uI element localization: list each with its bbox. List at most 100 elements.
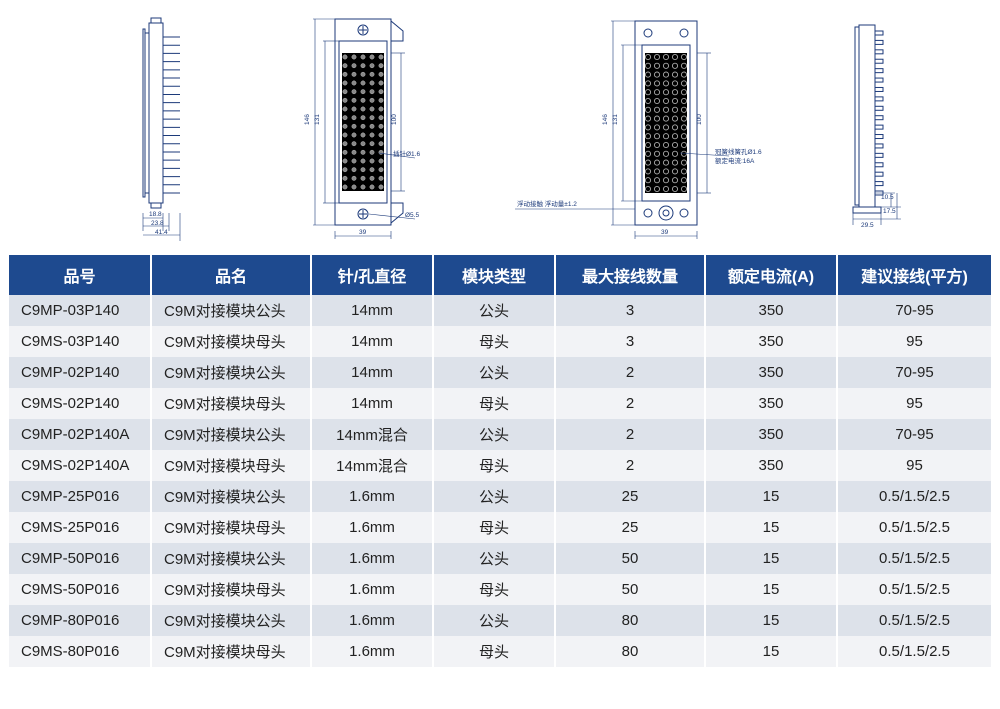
table-cell: C9M对接模块公头 (151, 605, 311, 636)
table-cell: C9M对接模块公头 (151, 543, 311, 574)
table-cell: 1.6mm (311, 636, 433, 667)
table-cell: 公头 (433, 357, 555, 388)
table-cell: 15 (705, 636, 837, 667)
dim-text: 41.4 (155, 229, 168, 236)
spec-table: 品号品名针/孔直径模块类型最大接线数量额定电流(A)建议接线(平方) C9MP-… (9, 255, 991, 667)
table-head: 品号品名针/孔直径模块类型最大接线数量额定电流(A)建议接线(平方) (9, 255, 991, 295)
table-cell: C9MS-25P016 (9, 512, 151, 543)
table-row: C9MS-50P016C9M对接模块母头1.6mm母头50150.5/1.5/2… (9, 574, 991, 605)
dim-text: 29.5 (861, 222, 874, 229)
dim-text: 146 (602, 113, 609, 124)
drawings-strip: 18.8 23.8 41.4 146 131 100 (0, 0, 1000, 255)
col-header: 针/孔直径 (311, 255, 433, 295)
table-cell: 公头 (433, 419, 555, 450)
table-cell: 350 (705, 450, 837, 481)
dim-text: 浮动接触 浮动量±1.2 (517, 199, 577, 208)
table-cell: C9MP-02P140 (9, 357, 151, 388)
table-cell: 0.5/1.5/2.5 (837, 605, 991, 636)
table-cell: 公头 (433, 605, 555, 636)
table-cell: 1.6mm (311, 605, 433, 636)
dim-text: 131 (612, 113, 619, 124)
table-row: C9MS-02P140AC9M对接模块母头14mm混合母头235095 (9, 450, 991, 481)
col-header: 额定电流(A) (705, 255, 837, 295)
table-cell: C9M对接模块母头 (151, 512, 311, 543)
table-cell: 14mm (311, 388, 433, 419)
table-cell: 15 (705, 574, 837, 605)
table-cell: 350 (705, 295, 837, 326)
table-cell: C9M对接模块母头 (151, 574, 311, 605)
dim-text: 冠簧线簧孔Ø1.6 (715, 147, 762, 156)
dim-text: Ø5.5 (405, 212, 419, 219)
col-header: 品名 (151, 255, 311, 295)
table-cell: 95 (837, 388, 991, 419)
table-cell: C9M对接模块母头 (151, 450, 311, 481)
table-cell: 70-95 (837, 357, 991, 388)
table-cell: 0.5/1.5/2.5 (837, 481, 991, 512)
table-cell: C9MS-02P140 (9, 388, 151, 419)
dim-text: 插针Ø1.6 (393, 149, 420, 158)
drawing-side-pins: 18.8 23.8 41.4 (125, 13, 205, 243)
table-cell: C9M对接模块公头 (151, 357, 311, 388)
table-cell: 14mm混合 (311, 419, 433, 450)
table-cell: 1.6mm (311, 574, 433, 605)
dim-text: 131 (314, 113, 321, 124)
table-row: C9MS-25P016C9M对接模块母头1.6mm母头25150.5/1.5/2… (9, 512, 991, 543)
table-cell: 母头 (433, 450, 555, 481)
table-cell: 0.5/1.5/2.5 (837, 636, 991, 667)
table-cell: 母头 (433, 636, 555, 667)
dim-text: 100 (391, 113, 398, 124)
table-cell: 350 (705, 326, 837, 357)
dim-text: 额定电流:16A (715, 156, 755, 165)
table-row: C9MP-03P140C9M对接模块公头14mm公头335070-95 (9, 295, 991, 326)
table-cell: 350 (705, 357, 837, 388)
table-row: C9MS-80P016C9M对接模块母头1.6mm母头80150.5/1.5/2… (9, 636, 991, 667)
table-body: C9MP-03P140C9M对接模块公头14mm公头335070-95C9MS-… (9, 295, 991, 667)
table-cell: 15 (705, 512, 837, 543)
table-cell: 80 (555, 636, 705, 667)
table-cell: 70-95 (837, 419, 991, 450)
table-row: C9MP-50P016C9M对接模块公头1.6mm公头50150.5/1.5/2… (9, 543, 991, 574)
table-row: C9MS-03P140C9M对接模块母头14mm母头335095 (9, 326, 991, 357)
table-cell: 公头 (433, 295, 555, 326)
table-cell: 15 (705, 605, 837, 636)
col-header: 品号 (9, 255, 151, 295)
table-cell: C9M对接模块母头 (151, 326, 311, 357)
table-cell: C9MP-80P016 (9, 605, 151, 636)
table-cell: 95 (837, 450, 991, 481)
table-cell: 0.5/1.5/2.5 (837, 543, 991, 574)
table-cell: C9MS-03P140 (9, 326, 151, 357)
dim-text: 100 (696, 113, 703, 124)
drawing-male-front: 146 131 100 39 插针Ø1.6 Ø5.5 (275, 13, 445, 243)
table-cell: 0.5/1.5/2.5 (837, 574, 991, 605)
table-cell: C9MP-25P016 (9, 481, 151, 512)
table-cell: C9MS-80P016 (9, 636, 151, 667)
table-cell: C9MS-50P016 (9, 574, 151, 605)
table-cell: 25 (555, 512, 705, 543)
dim-text: 23.8 (151, 220, 164, 227)
dim-text: 10.5 (881, 194, 894, 201)
drawing-rear-side: 10.5 17.5 29.5 (845, 13, 925, 243)
table-row: C9MP-80P016C9M对接模块公头1.6mm公头80150.5/1.5/2… (9, 605, 991, 636)
table-cell: 50 (555, 543, 705, 574)
table-cell: 母头 (433, 388, 555, 419)
drawing-female-front: 146 131 100 39 冠簧线簧孔Ø1.6 额定电流:16A 浮动接触 浮… (515, 13, 775, 243)
table-cell: 公头 (433, 481, 555, 512)
table-cell: 2 (555, 450, 705, 481)
table-cell: 2 (555, 357, 705, 388)
col-header: 模块类型 (433, 255, 555, 295)
col-header: 建议接线(平方) (837, 255, 991, 295)
table-cell: C9M对接模块母头 (151, 636, 311, 667)
table-row: C9MP-02P140C9M对接模块公头14mm公头235070-95 (9, 357, 991, 388)
table-cell: 0.5/1.5/2.5 (837, 512, 991, 543)
table-cell: 350 (705, 388, 837, 419)
table-cell: C9M对接模块公头 (151, 295, 311, 326)
table-cell: 14mm混合 (311, 450, 433, 481)
table-cell: 2 (555, 419, 705, 450)
table-cell: 1.6mm (311, 543, 433, 574)
table-cell: 15 (705, 543, 837, 574)
table-cell: 50 (555, 574, 705, 605)
table-cell: 350 (705, 419, 837, 450)
table-cell: 70-95 (837, 295, 991, 326)
table-row: C9MP-02P140AC9M对接模块公头14mm混合公头235070-95 (9, 419, 991, 450)
table-cell: 14mm (311, 295, 433, 326)
